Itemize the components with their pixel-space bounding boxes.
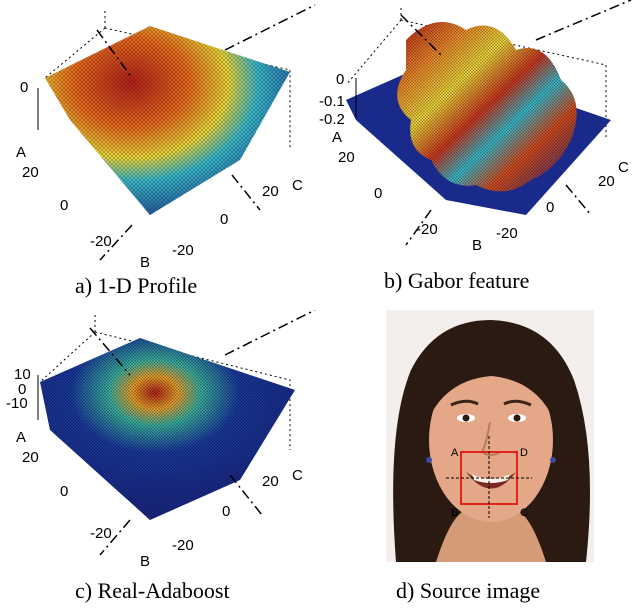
- right-tick: 0: [222, 503, 230, 520]
- right-tick: 20: [262, 473, 279, 490]
- panel-gabor-feature: 0 -0.1 -0.2 A 20 0 -20 B -20 0 20 C b) G…: [316, 0, 632, 310]
- axis-label-b: B: [140, 553, 150, 570]
- source-face-photo: A D B C: [386, 310, 594, 562]
- axis-label-a: A: [16, 144, 26, 161]
- axis-label-a: A: [332, 129, 342, 146]
- caption-b: b) Gabor feature: [384, 268, 530, 293]
- right-tick: 0: [220, 211, 228, 228]
- corner-label-b: B: [451, 507, 458, 519]
- left-tick: 20: [338, 149, 355, 166]
- left-tick: 0: [60, 483, 68, 500]
- z-tick: 0: [20, 79, 28, 96]
- caption-a: a) 1-D Profile: [75, 273, 198, 298]
- right-tick: 20: [262, 183, 279, 200]
- axis-label-b: B: [140, 254, 150, 270]
- panel-source-image: A D B C d) Source image: [316, 310, 632, 610]
- right-tick: 0: [546, 199, 554, 216]
- axis-label-a: A: [16, 429, 26, 446]
- z-tick: -10: [6, 395, 28, 412]
- surface-plot-1d-profile: 0 A 20 0 -20 B -20 0 20 C: [16, 4, 316, 270]
- axis-label-b: B: [472, 237, 482, 254]
- surface-plot-real-adaboost: 10 0 -10 A 20 0 -20 B -20 0 20 C: [6, 310, 316, 570]
- left-tick: 20: [22, 449, 39, 466]
- left-tick: 0: [374, 185, 382, 202]
- right-tick: -20: [172, 537, 194, 554]
- surface-plot-gabor-feature: 0 -0.1 -0.2 A 20 0 -20 B -20 0 20 C: [319, 0, 632, 254]
- z-tick: -0.2: [319, 111, 345, 128]
- panel-real-adaboost: 10 0 -10 A 20 0 -20 B -20 0 20 C c) Real…: [0, 310, 316, 610]
- axis-label-c: C: [292, 177, 303, 194]
- left-tick: 0: [60, 197, 68, 214]
- left-tick: -20: [416, 221, 438, 238]
- right-tick: -20: [172, 242, 194, 259]
- axis-label-c: C: [618, 159, 629, 176]
- left-tick: -20: [90, 525, 112, 542]
- z-tick: 0: [336, 71, 344, 88]
- caption-c: c) Real-Adaboost: [75, 578, 230, 603]
- z-tick: 10: [14, 366, 31, 383]
- corner-label-a: A: [451, 447, 459, 459]
- z-tick: -0.1: [319, 93, 345, 110]
- left-tick: 20: [22, 164, 39, 181]
- panel-1d-profile: 0 A 20 0 -20 B -20 0 20 C a) 1-D Profile: [0, 0, 316, 310]
- z-tick: 0: [18, 381, 26, 398]
- right-tick: 20: [598, 173, 615, 190]
- right-tick: -20: [496, 225, 518, 242]
- caption-d: d) Source image: [396, 578, 541, 603]
- left-tick: -20: [90, 233, 112, 250]
- corner-label-c: C: [520, 507, 528, 519]
- corner-label-d: D: [520, 447, 528, 459]
- axis-label-c: C: [292, 467, 303, 484]
